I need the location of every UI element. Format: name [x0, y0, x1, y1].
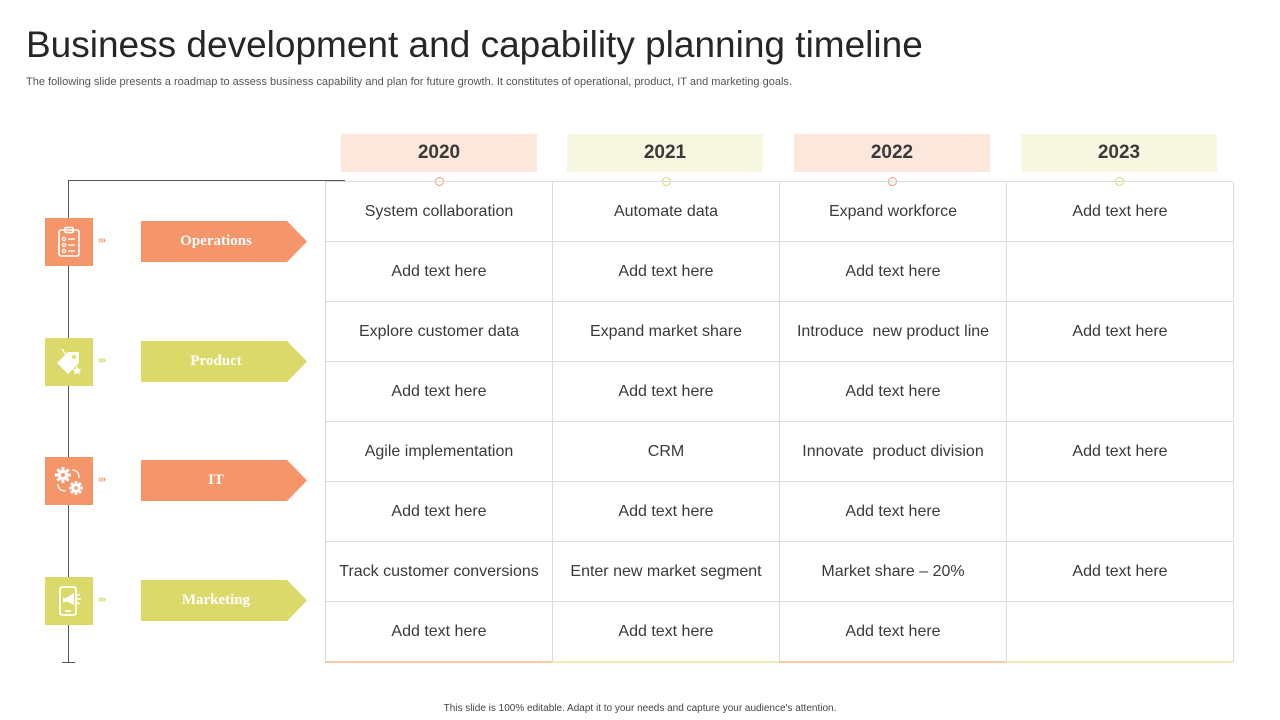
chevrons-icon: ››› [98, 235, 106, 246]
price-tag-icon [57, 348, 82, 375]
grid-cell: Expand market share [553, 302, 780, 362]
grid-cell: Add text here [780, 362, 1007, 422]
chevrons-icon: ››› [98, 474, 106, 485]
grid-cell: Add text here [780, 242, 1007, 302]
grid-cell: Enter new market segment [553, 542, 780, 602]
grid-cell [1007, 242, 1234, 302]
category-label-product: Product [141, 341, 307, 382]
grid-cell: Add text here [1007, 422, 1234, 482]
grid-cell: Add text here [1007, 302, 1234, 362]
category-label-marketing: Marketing [141, 580, 307, 621]
year-header-2022: 2022 [794, 134, 990, 172]
grid-cell: Innovate product division [780, 422, 1007, 482]
chevrons-icon: ››› [98, 355, 106, 366]
grid-cell: Add text here [553, 362, 780, 422]
grid-cell: Add text here [553, 602, 780, 662]
category-label-operations: Operations [141, 221, 307, 262]
grid-cell: Add text here [326, 362, 553, 422]
timeline-connector [68, 180, 345, 181]
it-icon-box [45, 457, 93, 505]
marketing-icon-box [45, 577, 93, 625]
grid-cell: Add text here [553, 482, 780, 542]
grid-cell: Market share – 20% [780, 542, 1007, 602]
grid-cell: Expand workforce [780, 182, 1007, 242]
grid-bottom-accent [552, 661, 779, 663]
grid-cell [1007, 482, 1234, 542]
timeline-end-tick [62, 662, 75, 663]
timeline-grid: System collaboration Automate data Expan… [325, 181, 1234, 662]
grid-cell: Add text here [780, 602, 1007, 662]
grid-cell [1007, 362, 1234, 422]
grid-cell: Introduce new product line [780, 302, 1007, 362]
page-subtitle: The following slide presents a roadmap t… [26, 76, 792, 88]
product-icon-box [45, 338, 93, 386]
grid-cell: Add text here [326, 602, 553, 662]
grid-cell: Track customer conversions [326, 542, 553, 602]
gears-icon [55, 467, 83, 495]
grid-cell: Add text here [1007, 542, 1234, 602]
footer-note: This slide is 100% editable. Adapt it to… [443, 703, 837, 714]
grid-cell: Add text here [326, 242, 553, 302]
grid-cell: System collaboration [326, 182, 553, 242]
grid-cell: Agile implementation [326, 422, 553, 482]
year-header-2023: 2023 [1021, 134, 1217, 172]
grid-cell: Add text here [326, 482, 553, 542]
grid-cell: Explore customer data [326, 302, 553, 362]
grid-bottom-accent [779, 661, 1006, 663]
clipboard-checklist-icon [58, 226, 80, 257]
grid-cell: CRM [553, 422, 780, 482]
grid-cell: Automate data [553, 182, 780, 242]
grid-bottom-accent [325, 661, 552, 663]
mobile-megaphone-icon [59, 586, 81, 616]
grid-cell: Add text here [780, 482, 1007, 542]
operations-icon-box [45, 218, 93, 266]
grid-cell: Add text here [1007, 182, 1234, 242]
year-header-2020: 2020 [341, 134, 537, 172]
chevrons-icon: ››› [98, 594, 106, 605]
timeline-vertical-line [68, 180, 69, 662]
grid-cell: Add text here [553, 242, 780, 302]
year-header-2021: 2021 [567, 134, 763, 172]
grid-cell [1007, 602, 1234, 662]
page-title: Business development and capability plan… [26, 24, 923, 65]
category-label-it: IT [141, 460, 307, 501]
grid-bottom-accent [1006, 661, 1233, 663]
